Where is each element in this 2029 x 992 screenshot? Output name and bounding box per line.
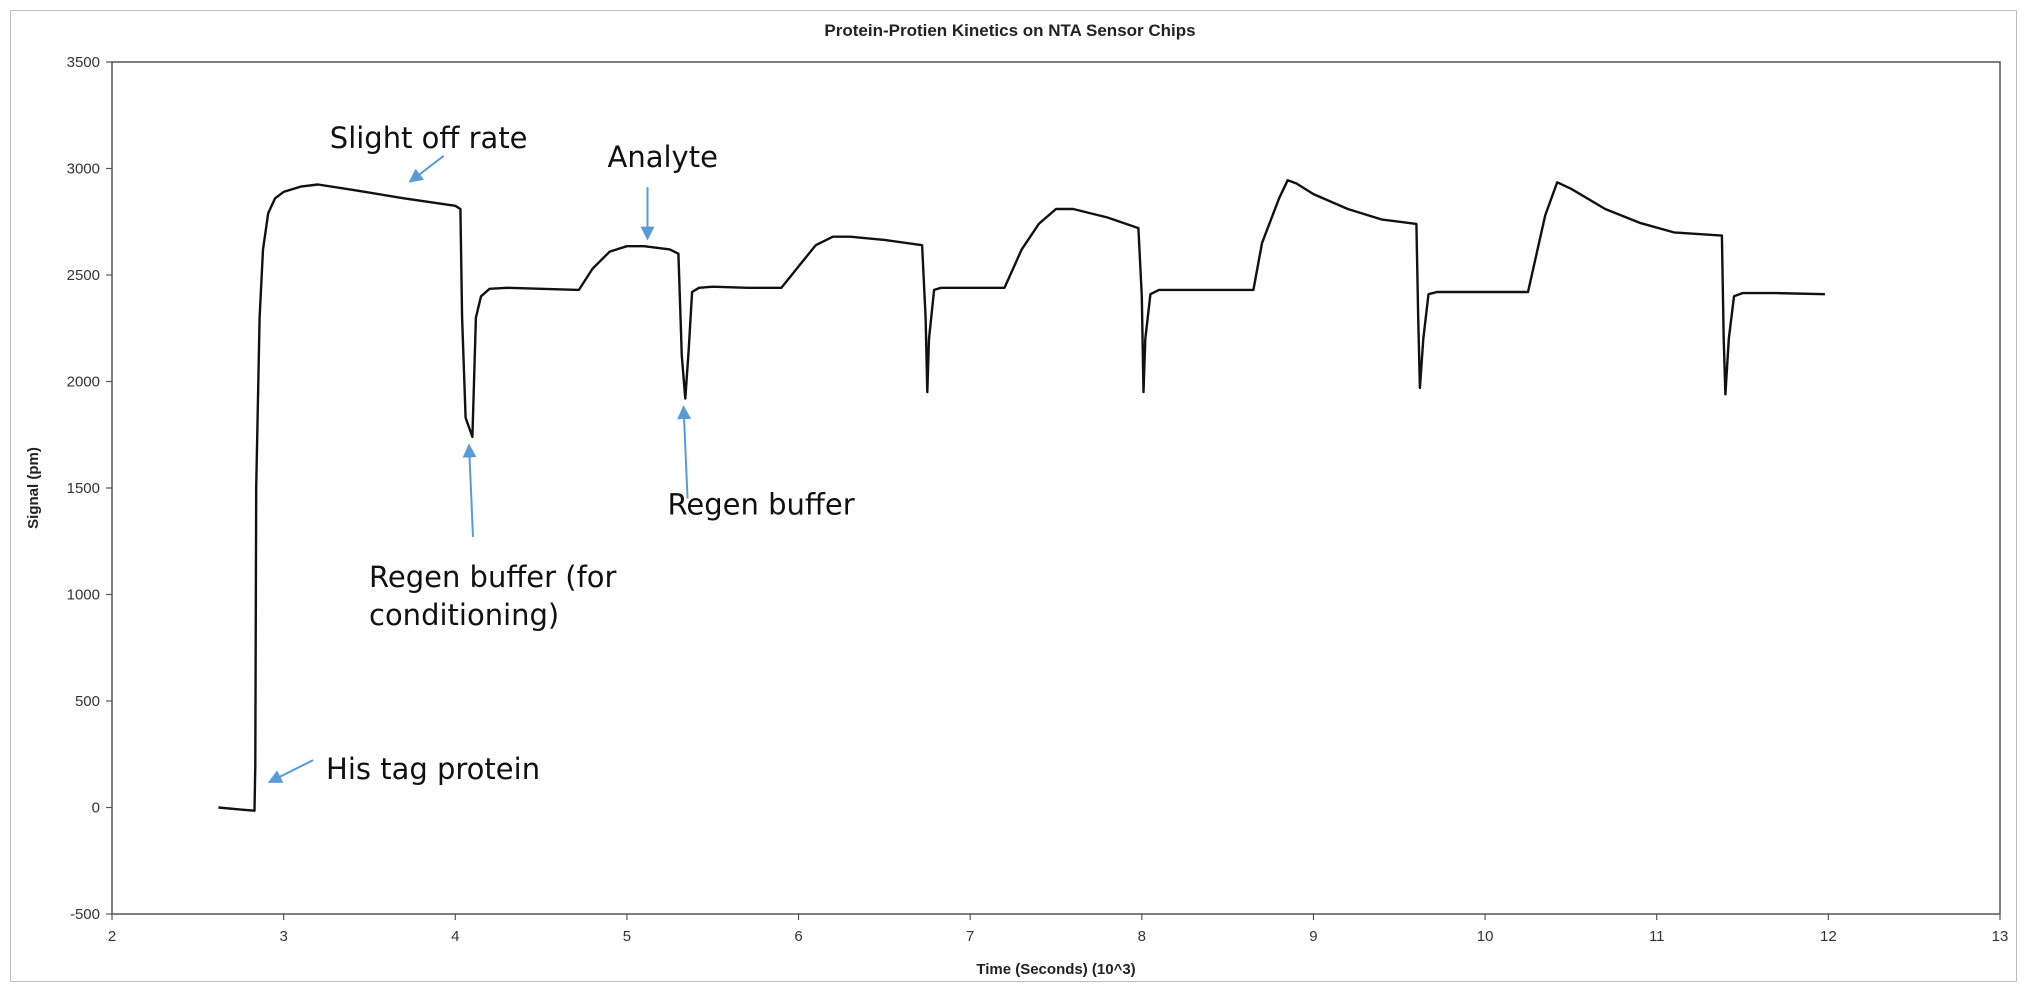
x-tick-label: 13 bbox=[1992, 928, 2009, 945]
y-tick-label: 1000 bbox=[67, 587, 100, 604]
x-tick-label: 11 bbox=[1649, 928, 1665, 945]
x-tick-label: 9 bbox=[1309, 928, 1317, 945]
y-axis-label: Signal (pm) bbox=[25, 447, 42, 529]
y-tick-label: 2000 bbox=[67, 374, 100, 391]
x-axis-ticks: 2 3 4 5 6 7 8 9 10 11 12 13 bbox=[108, 914, 2009, 945]
x-tick-label: 4 bbox=[451, 928, 459, 945]
y-tick-label: 2500 bbox=[67, 267, 100, 284]
annotation-arrow bbox=[267, 759, 314, 784]
x-tick-label: 8 bbox=[1138, 928, 1146, 945]
x-tick-label: 7 bbox=[966, 928, 974, 945]
x-tick-label: 10 bbox=[1477, 928, 1494, 945]
signal-series-line bbox=[218, 179, 1825, 812]
annotation-label: Slight off rate bbox=[330, 121, 528, 155]
y-tick-label: 3000 bbox=[67, 161, 100, 178]
annotation-label: conditioning) bbox=[369, 598, 559, 632]
annotation-label: Regen buffer (for bbox=[369, 560, 617, 594]
y-tick-label: 3500 bbox=[67, 54, 100, 71]
annotation-arrow bbox=[462, 443, 477, 537]
x-tick-label: 12 bbox=[1820, 928, 1837, 945]
y-tick-label: 500 bbox=[75, 693, 100, 710]
chart-frame bbox=[10, 10, 2017, 982]
annotation-label: Regen buffer bbox=[668, 488, 855, 522]
y-tick-label: 0 bbox=[92, 800, 100, 817]
annotation-label: His tag protein bbox=[326, 752, 540, 786]
y-tick-label: 1500 bbox=[67, 480, 100, 497]
y-axis-ticks: -500 0 500 1000 1500 2000 2500 3000 3500 bbox=[67, 54, 112, 923]
x-tick-label: 6 bbox=[794, 928, 802, 945]
annotation-label: Analyte bbox=[608, 140, 718, 174]
series-group bbox=[218, 179, 1825, 812]
y-tick-label: -500 bbox=[70, 906, 100, 923]
annotations-group: Slight off rate Analyte Regen buffer (for c… bbox=[267, 121, 855, 786]
x-tick-label: 5 bbox=[623, 928, 631, 945]
x-tick-label: 2 bbox=[108, 928, 116, 945]
x-axis-label: Time (Seconds) (10^3) bbox=[976, 961, 1135, 978]
annotation-arrow bbox=[677, 405, 692, 499]
annotation-arrow bbox=[408, 155, 445, 183]
chart-title: Protein-Protien Kinetics on NTA Sensor C… bbox=[824, 21, 1195, 40]
x-tick-label: 3 bbox=[279, 928, 287, 945]
